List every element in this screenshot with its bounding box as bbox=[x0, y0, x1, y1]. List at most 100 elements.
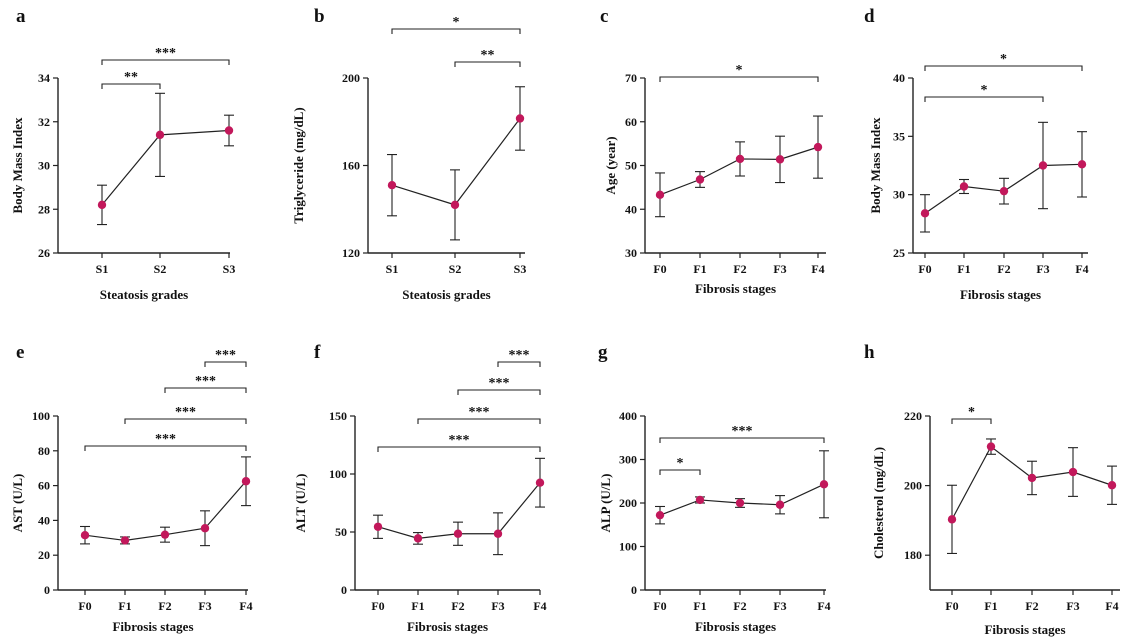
y-tick-label: 0 bbox=[44, 583, 50, 597]
data-point bbox=[999, 186, 1009, 196]
panel-letter: e bbox=[16, 342, 24, 363]
y-tick-label: 120 bbox=[342, 246, 360, 260]
chart-panel-d: d 25 30 35 40 F0 F1 F2 F3 F4 Fibrosis stages Body M… bbox=[864, 6, 1089, 302]
y-tick-label: 150 bbox=[329, 409, 347, 423]
significance-bracket bbox=[924, 96, 1044, 102]
significance-label: ** bbox=[481, 48, 495, 63]
y-tick-label: 200 bbox=[904, 479, 922, 493]
x-axis-title: Steatosis grades bbox=[100, 287, 188, 302]
panel-letter: a bbox=[16, 6, 26, 27]
data-point bbox=[1027, 473, 1037, 483]
data-point bbox=[97, 200, 107, 210]
series-line bbox=[391, 118, 521, 206]
x-tick-label: F2 bbox=[1025, 599, 1038, 613]
data-point bbox=[493, 529, 503, 538]
y-axis-title: AST (U/L) bbox=[10, 474, 25, 533]
data-point bbox=[947, 515, 957, 524]
significance-label: *** bbox=[195, 374, 216, 389]
significance-bracket bbox=[417, 418, 541, 424]
x-axis-title: Fibrosis stages bbox=[112, 619, 193, 634]
significance-label: * bbox=[736, 63, 743, 78]
data-point bbox=[695, 175, 705, 184]
x-axis-title: Fibrosis stages bbox=[695, 619, 776, 634]
significance-label: *** bbox=[175, 405, 196, 420]
y-axis-title: ALT (U/L) bbox=[293, 474, 308, 533]
y-tick-label: 100 bbox=[619, 540, 637, 554]
significance-label: *** bbox=[732, 424, 753, 439]
data-point bbox=[819, 480, 829, 489]
x-tick-label: F1 bbox=[957, 262, 970, 276]
y-tick-label: 30 bbox=[38, 159, 50, 173]
significance-label: * bbox=[981, 83, 988, 98]
x-tick-label: F1 bbox=[693, 262, 706, 276]
y-tick-label: 300 bbox=[619, 453, 637, 467]
data-point bbox=[1107, 481, 1117, 490]
x-tick-label: F4 bbox=[533, 599, 546, 613]
significance-bracket bbox=[124, 418, 247, 424]
significance-label: ** bbox=[124, 70, 138, 85]
chart-panel-f: f 0 50 100 150 F0 F1 F2 F3 F4 Fibrosis stages ALT (… bbox=[293, 342, 547, 634]
y-tick-label: 200 bbox=[619, 496, 637, 510]
y-tick-label: 32 bbox=[38, 115, 50, 129]
series-line bbox=[101, 129, 230, 206]
x-tick-label: F4 bbox=[811, 262, 824, 276]
x-tick-label: F2 bbox=[451, 599, 464, 613]
x-tick-label: S2 bbox=[154, 262, 167, 276]
y-tick-label: 80 bbox=[38, 444, 50, 458]
data-point bbox=[920, 209, 930, 218]
x-tick-label: F2 bbox=[733, 262, 746, 276]
significance-label: * bbox=[677, 456, 684, 471]
x-tick-label: F0 bbox=[653, 599, 666, 613]
significance-bracket bbox=[101, 59, 230, 65]
panel-letter: d bbox=[864, 6, 875, 27]
y-tick-label: 70 bbox=[625, 71, 637, 85]
y-tick-label: 60 bbox=[625, 115, 637, 129]
panel-letter: b bbox=[314, 6, 325, 27]
y-tick-label: 60 bbox=[38, 479, 50, 493]
significance-label: *** bbox=[155, 432, 176, 447]
x-tick-label: F3 bbox=[198, 599, 211, 613]
x-tick-label: F0 bbox=[78, 599, 91, 613]
significance-label: *** bbox=[155, 46, 176, 61]
x-tick-label: S2 bbox=[449, 262, 462, 276]
x-axis-title: Fibrosis stages bbox=[407, 619, 488, 634]
data-point bbox=[515, 114, 525, 123]
significance-label: *** bbox=[449, 433, 470, 448]
x-tick-label: S3 bbox=[514, 262, 527, 276]
y-axis-title: ALP (U/L) bbox=[598, 474, 613, 533]
x-tick-label: F4 bbox=[817, 599, 830, 613]
significance-bracket bbox=[659, 76, 819, 82]
panel-letter: f bbox=[314, 342, 321, 363]
data-point bbox=[775, 500, 785, 509]
x-axis-title: Fibrosis stages bbox=[960, 287, 1041, 302]
significance-label: *** bbox=[489, 376, 510, 391]
chart-panel-e: e 0 20 40 60 80 100 F0 F1 F2 F3 F4 Fibrosis stages AS… bbox=[10, 342, 253, 634]
x-tick-label: F0 bbox=[918, 262, 931, 276]
chart-panel-c: c 30 40 50 60 70 F0 F1 F2 F3 F4 Fibrosis stages Age … bbox=[600, 6, 826, 296]
panel-letter: c bbox=[600, 6, 608, 27]
significance-bracket bbox=[659, 437, 825, 443]
y-tick-label: 20 bbox=[38, 548, 50, 562]
y-axis-title: Body Mass Index bbox=[868, 117, 883, 214]
x-tick-label: F3 bbox=[1066, 599, 1079, 613]
data-point bbox=[655, 190, 665, 200]
x-tick-label: F3 bbox=[1036, 262, 1049, 276]
chart-panel-h: h 180 200 220 F0 F1 F2 F3 F4 Fibrosis stages Chole… bbox=[864, 342, 1120, 637]
y-tick-label: 100 bbox=[32, 409, 50, 423]
chart-panel-a: a 26 28 30 32 34 S1 S2 S3 Steatosis grades Body Ma… bbox=[10, 6, 235, 302]
significance-bracket bbox=[84, 445, 247, 451]
y-tick-label: 34 bbox=[38, 71, 50, 85]
y-tick-label: 40 bbox=[893, 71, 905, 85]
x-tick-label: F3 bbox=[773, 599, 786, 613]
data-point bbox=[373, 522, 383, 531]
significance-bracket bbox=[457, 389, 541, 395]
y-tick-label: 180 bbox=[904, 548, 922, 562]
data-point bbox=[775, 155, 785, 164]
y-tick-label: 400 bbox=[619, 409, 637, 423]
x-tick-label: S1 bbox=[96, 262, 109, 276]
significance-bracket bbox=[377, 446, 541, 452]
data-point bbox=[735, 154, 745, 164]
y-tick-label: 40 bbox=[625, 202, 637, 216]
significance-bracket bbox=[164, 387, 247, 393]
